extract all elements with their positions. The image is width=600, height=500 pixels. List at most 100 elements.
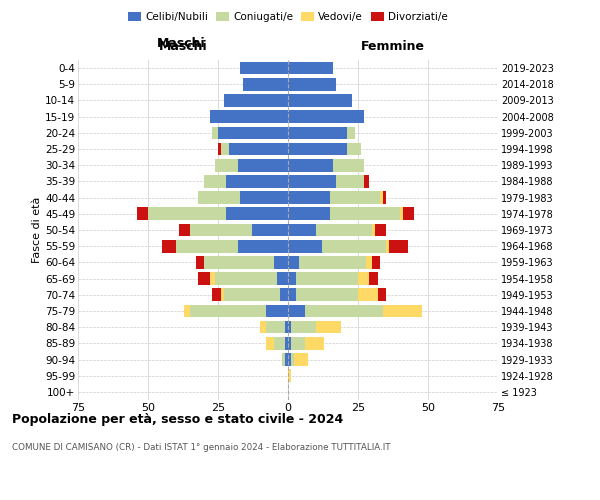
Bar	[162, 240, 176, 252]
Bar	[221, 288, 224, 301]
Bar	[229, 142, 288, 156]
Bar	[288, 272, 296, 285]
Bar	[375, 224, 386, 236]
Bar	[296, 272, 358, 285]
Bar	[291, 353, 293, 366]
Bar	[288, 353, 291, 366]
Y-axis label: Fasce di età: Fasce di età	[32, 197, 42, 263]
Bar	[383, 192, 386, 204]
Text: Popolazione per età, sesso e stato civile - 2024: Popolazione per età, sesso e stato civil…	[12, 412, 343, 426]
Bar	[358, 272, 369, 285]
Bar	[251, 224, 288, 236]
Bar	[280, 288, 288, 301]
Bar	[212, 288, 221, 301]
Bar	[389, 240, 409, 252]
Bar	[288, 370, 291, 382]
Bar	[148, 208, 226, 220]
Bar	[333, 159, 364, 172]
Bar	[137, 208, 148, 220]
Bar	[299, 256, 367, 268]
Bar	[266, 304, 288, 318]
Bar	[377, 288, 386, 301]
Bar	[226, 175, 288, 188]
Bar	[224, 288, 280, 301]
Bar	[199, 192, 241, 204]
Bar	[266, 337, 274, 349]
Bar	[215, 159, 238, 172]
Bar	[372, 256, 380, 268]
Text: Femmine: Femmine	[361, 40, 425, 52]
Bar	[190, 224, 251, 236]
Bar	[296, 288, 358, 301]
Bar	[403, 208, 414, 220]
Bar	[369, 272, 377, 285]
Bar	[358, 288, 377, 301]
Bar	[305, 304, 383, 318]
Bar	[199, 272, 209, 285]
Bar	[364, 175, 369, 188]
Bar	[285, 353, 288, 366]
Bar	[190, 304, 266, 318]
Bar	[288, 240, 322, 252]
Bar	[238, 240, 288, 252]
Bar	[322, 240, 386, 252]
Bar	[179, 224, 190, 236]
Bar	[347, 126, 355, 139]
Bar	[283, 353, 285, 366]
Bar	[274, 337, 285, 349]
Bar	[367, 256, 372, 268]
Bar	[288, 110, 364, 123]
Bar	[184, 304, 190, 318]
Bar	[372, 224, 375, 236]
Bar	[288, 224, 316, 236]
Bar	[274, 256, 288, 268]
Bar	[288, 175, 335, 188]
Bar	[288, 208, 330, 220]
Text: Maschi: Maschi	[158, 40, 208, 52]
Bar	[288, 62, 333, 74]
Bar	[224, 94, 288, 107]
Bar	[285, 321, 288, 334]
Bar	[218, 126, 288, 139]
Bar	[288, 256, 299, 268]
Bar	[221, 142, 229, 156]
Bar	[215, 272, 277, 285]
Bar	[285, 337, 288, 349]
Bar	[288, 159, 333, 172]
Bar	[386, 240, 389, 252]
Text: Maschi: Maschi	[157, 37, 205, 50]
Bar	[288, 78, 335, 90]
Bar	[305, 337, 325, 349]
Bar	[260, 321, 266, 334]
Bar	[383, 304, 422, 318]
Bar	[243, 78, 288, 90]
Bar	[288, 304, 305, 318]
Bar	[288, 321, 291, 334]
Bar	[277, 272, 288, 285]
Bar	[176, 240, 238, 252]
Legend: Celibi/Nubili, Coniugati/e, Vedovi/e, Divorziati/e: Celibi/Nubili, Coniugati/e, Vedovi/e, Di…	[124, 8, 452, 26]
Bar	[204, 175, 226, 188]
Bar	[288, 126, 347, 139]
Bar	[288, 288, 296, 301]
Bar	[241, 62, 288, 74]
Bar	[209, 272, 215, 285]
Bar	[330, 192, 380, 204]
Bar	[266, 321, 285, 334]
Bar	[209, 110, 288, 123]
Bar	[212, 126, 218, 139]
Bar	[291, 337, 305, 349]
Bar	[226, 208, 288, 220]
Bar	[316, 224, 372, 236]
Bar	[316, 321, 341, 334]
Bar	[347, 142, 361, 156]
Bar	[330, 208, 400, 220]
Bar	[293, 353, 308, 366]
Bar	[241, 192, 288, 204]
Bar	[288, 142, 347, 156]
Bar	[288, 94, 352, 107]
Bar	[400, 208, 403, 220]
Bar	[238, 159, 288, 172]
Bar	[204, 256, 274, 268]
Bar	[335, 175, 364, 188]
